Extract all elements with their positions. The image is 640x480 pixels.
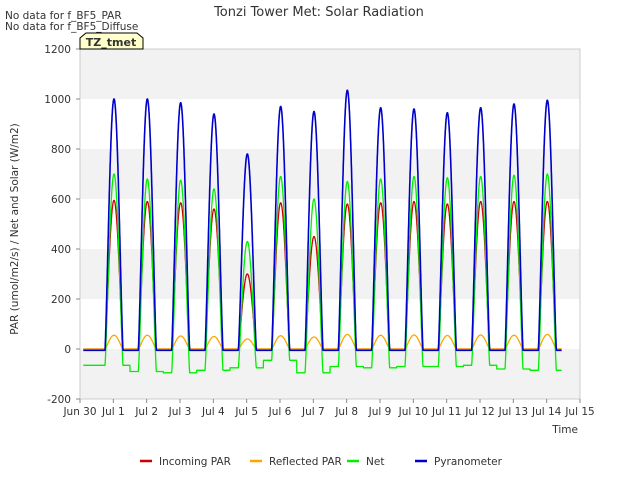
y-tick-label: 0 [64, 344, 71, 356]
x-tick-label: Jul 7 [301, 406, 325, 418]
legend-label-reflected-par: Reflected PAR [269, 456, 342, 468]
x-tick-label: Jul 9 [368, 406, 392, 418]
x-axis-ticks: Jun 30 Jul 1 Jul 2 Jul 3 Jul 4 Jul 5 Jul 6 Jul … [62, 399, 595, 418]
y-tick-label: 200 [51, 294, 71, 306]
y-tick-label: 1000 [44, 94, 71, 106]
x-tick-label: Jul 14 [531, 406, 562, 418]
x-tick-label: Jul 6 [268, 406, 292, 418]
x-tick-label: Jul 4 [201, 406, 225, 418]
series-lines [82, 89, 563, 374]
x-tick-label: Jul 11 [431, 406, 461, 418]
x-tick-label: Jul 3 [168, 406, 192, 418]
y-axis-ticks: -200 0 200 400 600 800 1000 1200 [44, 44, 80, 406]
legend-label-pyranometer: Pyranometer [434, 456, 503, 468]
legend: Incoming PAR Reflected PAR Net Pyranometer [140, 456, 503, 468]
note-bf5-par: No data for f_BF5_PAR [5, 10, 122, 22]
series-pyranometer [82, 89, 563, 352]
y-tick-label: 1200 [44, 44, 71, 56]
y-tick-label: 400 [51, 244, 71, 256]
background-bands [80, 49, 580, 399]
x-axis-label: Time [551, 424, 578, 436]
series-net [82, 173, 563, 374]
x-tick-label: Jul 10 [398, 406, 428, 418]
x-tick-label: Jun 30 [62, 406, 96, 418]
plot-area [79, 48, 581, 400]
band-2 [80, 149, 580, 199]
tz-tmet-badge: TZ_tmet [79, 32, 144, 50]
x-tick-label: Jul 13 [498, 406, 528, 418]
band-3 [80, 49, 580, 99]
chart-title: Tonzi Tower Met: Solar Radiation [213, 5, 424, 20]
band-1 [80, 249, 580, 299]
x-tick-label: Jul 12 [464, 406, 494, 418]
legend-label-net: Net [366, 456, 384, 468]
x-tick-label: Jul 5 [234, 406, 258, 418]
x-tick-label: Jul 15 [564, 406, 594, 418]
note-bf5-diffuse: No data for f_BF5_Diffuse [5, 21, 138, 33]
x-tick-label: Jul 1 [101, 406, 125, 418]
badge-label: TZ_tmet [86, 36, 136, 49]
y-tick-label: -200 [47, 394, 71, 406]
band-0 [80, 349, 580, 399]
legend-label-incoming-par: Incoming PAR [159, 456, 231, 468]
x-tick-label: Jul 2 [134, 406, 158, 418]
x-tick-label: Jul 8 [334, 406, 358, 418]
y-axis-label: PAR (umol/m2/s) / Net and Solar (W/m2) [9, 123, 21, 335]
y-tick-label: 600 [51, 194, 71, 206]
y-tick-label: 800 [51, 144, 71, 156]
badge-shape [79, 32, 144, 50]
